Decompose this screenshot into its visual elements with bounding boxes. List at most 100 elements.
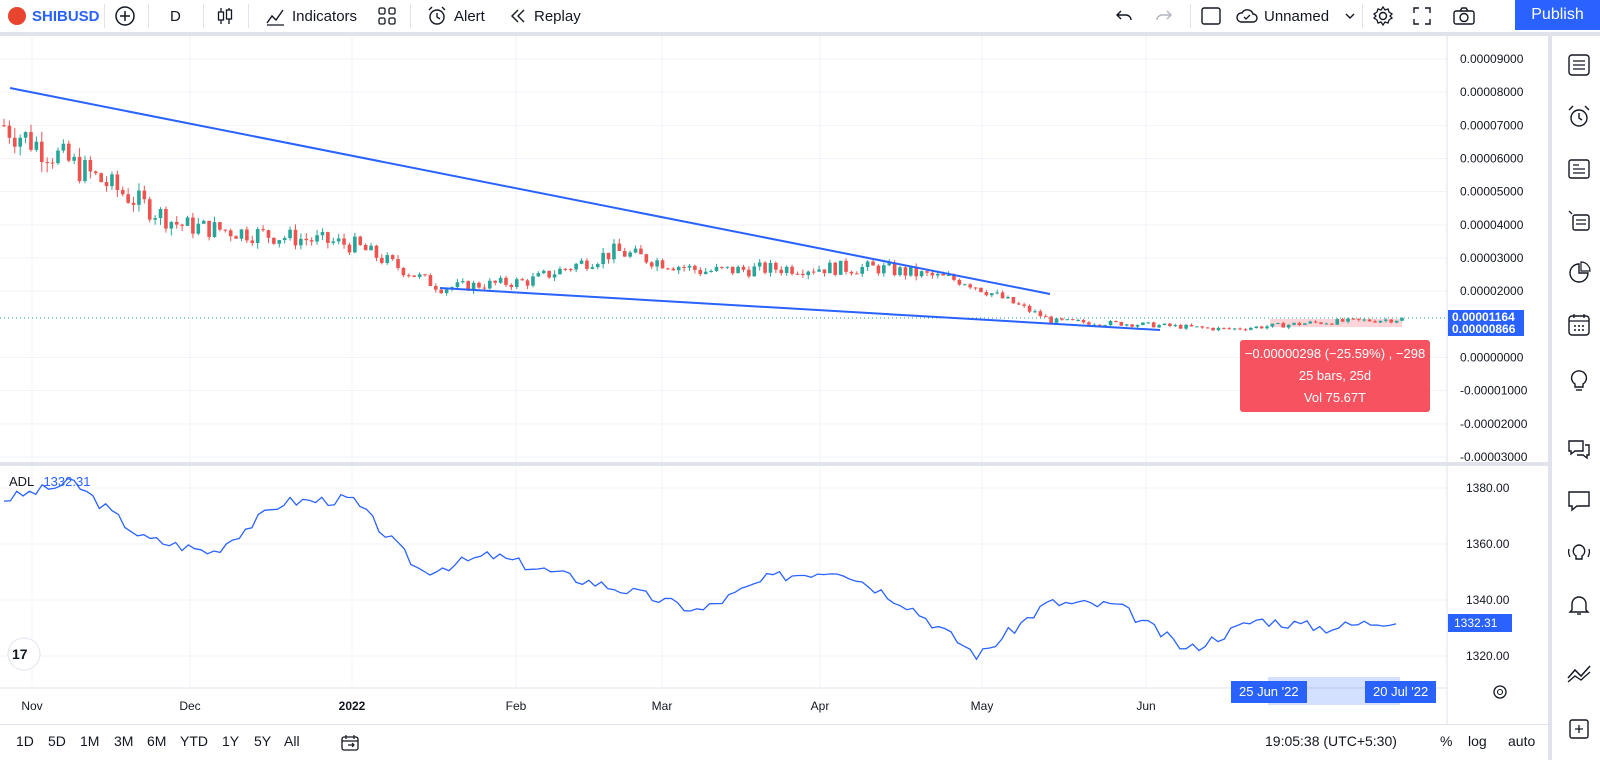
- axis-settings-button[interactable]: [1493, 685, 1507, 699]
- candle-body: [833, 262, 838, 275]
- candle-body: [666, 268, 670, 270]
- candle-body: [1141, 322, 1145, 326]
- time-axis[interactable]: Nov Dec 2022 Feb Mar Apr May Jun: [21, 699, 1155, 713]
- candle-body: [12, 137, 17, 147]
- log-toggle[interactable]: log: [1468, 733, 1487, 749]
- range-button-ytd[interactable]: YTD: [180, 733, 208, 749]
- adl-series-line: [3, 478, 1397, 661]
- candle-body: [898, 267, 902, 276]
- candle-body: [77, 156, 82, 182]
- candle-body: [622, 251, 627, 257]
- price-axis[interactable]: 0.00009000 0.00008000 0.00007000 0.00006000…: [1460, 52, 1528, 464]
- range-button-1m[interactable]: 1M: [80, 733, 100, 749]
- range-button-1d[interactable]: 1D: [16, 733, 34, 749]
- candle-body: [655, 260, 659, 267]
- alarm-clock-icon[interactable]: [1566, 104, 1592, 130]
- price-tick-label: 0.00007000: [1460, 118, 1524, 132]
- candle-body: [612, 243, 616, 260]
- adl-tick-label: 1340.00: [1466, 593, 1510, 607]
- candle-body: [466, 281, 471, 291]
- help-icon[interactable]: [1566, 716, 1592, 742]
- candle-body: [1157, 325, 1161, 328]
- candle-body: [1357, 318, 1361, 320]
- alert-button[interactable]: Alert: [426, 0, 485, 32]
- candle-body: [849, 271, 854, 274]
- indicators-label: Indicators: [292, 7, 358, 25]
- adl-legend[interactable]: ADL 1332.31: [9, 474, 90, 489]
- lightbulb-icon[interactable]: [1566, 368, 1592, 394]
- trend-icon[interactable]: [1566, 660, 1592, 686]
- candle-body: [1303, 323, 1307, 325]
- symbol-search[interactable]: SHIBUSD: [8, 0, 100, 32]
- candle-body: [417, 274, 422, 277]
- object-tree-icon[interactable]: [1566, 208, 1592, 234]
- interval-button[interactable]: D: [170, 0, 181, 32]
- range-button-5d[interactable]: 5D: [48, 733, 66, 749]
- range-button-6m[interactable]: 6M: [147, 733, 167, 749]
- candle-body: [1373, 321, 1377, 323]
- fullscreen-button[interactable]: [1412, 0, 1432, 32]
- candle-body: [299, 238, 303, 246]
- goto-date-icon[interactable]: [340, 733, 360, 753]
- candle-body: [158, 209, 163, 219]
- compare-button[interactable]: [114, 0, 136, 32]
- clock-label[interactable]: 19:05:38 (UTC+5:30): [1265, 733, 1397, 749]
- fullscreen-select-button[interactable]: [1200, 0, 1222, 32]
- candle-body: [1335, 319, 1340, 325]
- bell-icon[interactable]: [1566, 592, 1592, 618]
- layout-button[interactable]: Unnamed: [1234, 0, 1357, 32]
- candle-body: [385, 255, 390, 263]
- redo-button[interactable]: [1154, 0, 1174, 32]
- candle-body: [164, 209, 168, 229]
- undo-button[interactable]: [1114, 0, 1134, 32]
- alarm-clock-icon: [428, 6, 446, 25]
- settings-button[interactable]: [1372, 0, 1394, 32]
- range-button-5y[interactable]: 5Y: [254, 733, 272, 749]
- grid-icon: [378, 7, 396, 25]
- candle-body: [552, 274, 557, 278]
- candle-body: [1222, 327, 1226, 329]
- chats-icon[interactable]: [1566, 436, 1592, 462]
- indicators-button[interactable]: Indicators: [264, 0, 357, 32]
- chart-canvas[interactable]: 0.00009000 0.00008000 0.00007000 0.00006000…: [0, 36, 1548, 724]
- candle-body: [1189, 324, 1194, 327]
- broadcast-idea-icon[interactable]: [1566, 540, 1592, 566]
- separator: [1362, 4, 1363, 28]
- news-icon[interactable]: [1566, 156, 1592, 182]
- adl-axis[interactable]: 1380.00 1360.00 1340.00 1320.00: [1466, 481, 1510, 663]
- trendline-upper[interactable]: [9, 87, 1051, 295]
- replay-button[interactable]: Replay: [508, 0, 581, 32]
- candle-body: [169, 221, 174, 229]
- candle-body: [412, 275, 417, 277]
- candle-body: [1027, 305, 1032, 312]
- calendar-icon[interactable]: [1566, 312, 1592, 338]
- candle-body: [547, 270, 551, 278]
- candle-body: [1238, 328, 1242, 330]
- candle-body: [444, 289, 449, 294]
- tradingview-logo[interactable]: 17: [7, 637, 41, 671]
- snapshot-button[interactable]: [1452, 0, 1476, 32]
- range-button-3m[interactable]: 3M: [114, 733, 134, 749]
- separator: [410, 4, 411, 28]
- trendline-lower[interactable]: [439, 287, 1161, 331]
- time-tick-label: Jun: [1136, 699, 1155, 713]
- watchlist-icon[interactable]: [1566, 52, 1592, 78]
- publish-button[interactable]: Publish: [1515, 0, 1600, 30]
- chat-icon[interactable]: [1566, 488, 1592, 514]
- candle-body: [525, 280, 530, 286]
- chart-type-button[interactable]: [214, 0, 236, 32]
- auto-toggle[interactable]: auto: [1508, 733, 1536, 749]
- price-tick-label: 0.00005000: [1460, 185, 1524, 199]
- candle-body: [509, 284, 514, 288]
- templates-button[interactable]: [377, 0, 397, 32]
- pie-chart-icon[interactable]: [1566, 260, 1592, 286]
- candle-body: [930, 272, 935, 276]
- candle-body: [531, 276, 535, 286]
- range-button-all[interactable]: All: [284, 733, 300, 749]
- chart-area[interactable]: 0.00009000 0.00008000 0.00007000 0.00006000…: [0, 36, 1548, 724]
- percent-toggle[interactable]: %: [1440, 733, 1453, 749]
- candle-body: [671, 268, 676, 271]
- candle-body: [185, 217, 190, 226]
- candle-body: [714, 266, 719, 272]
- range-button-1y[interactable]: 1Y: [222, 733, 240, 749]
